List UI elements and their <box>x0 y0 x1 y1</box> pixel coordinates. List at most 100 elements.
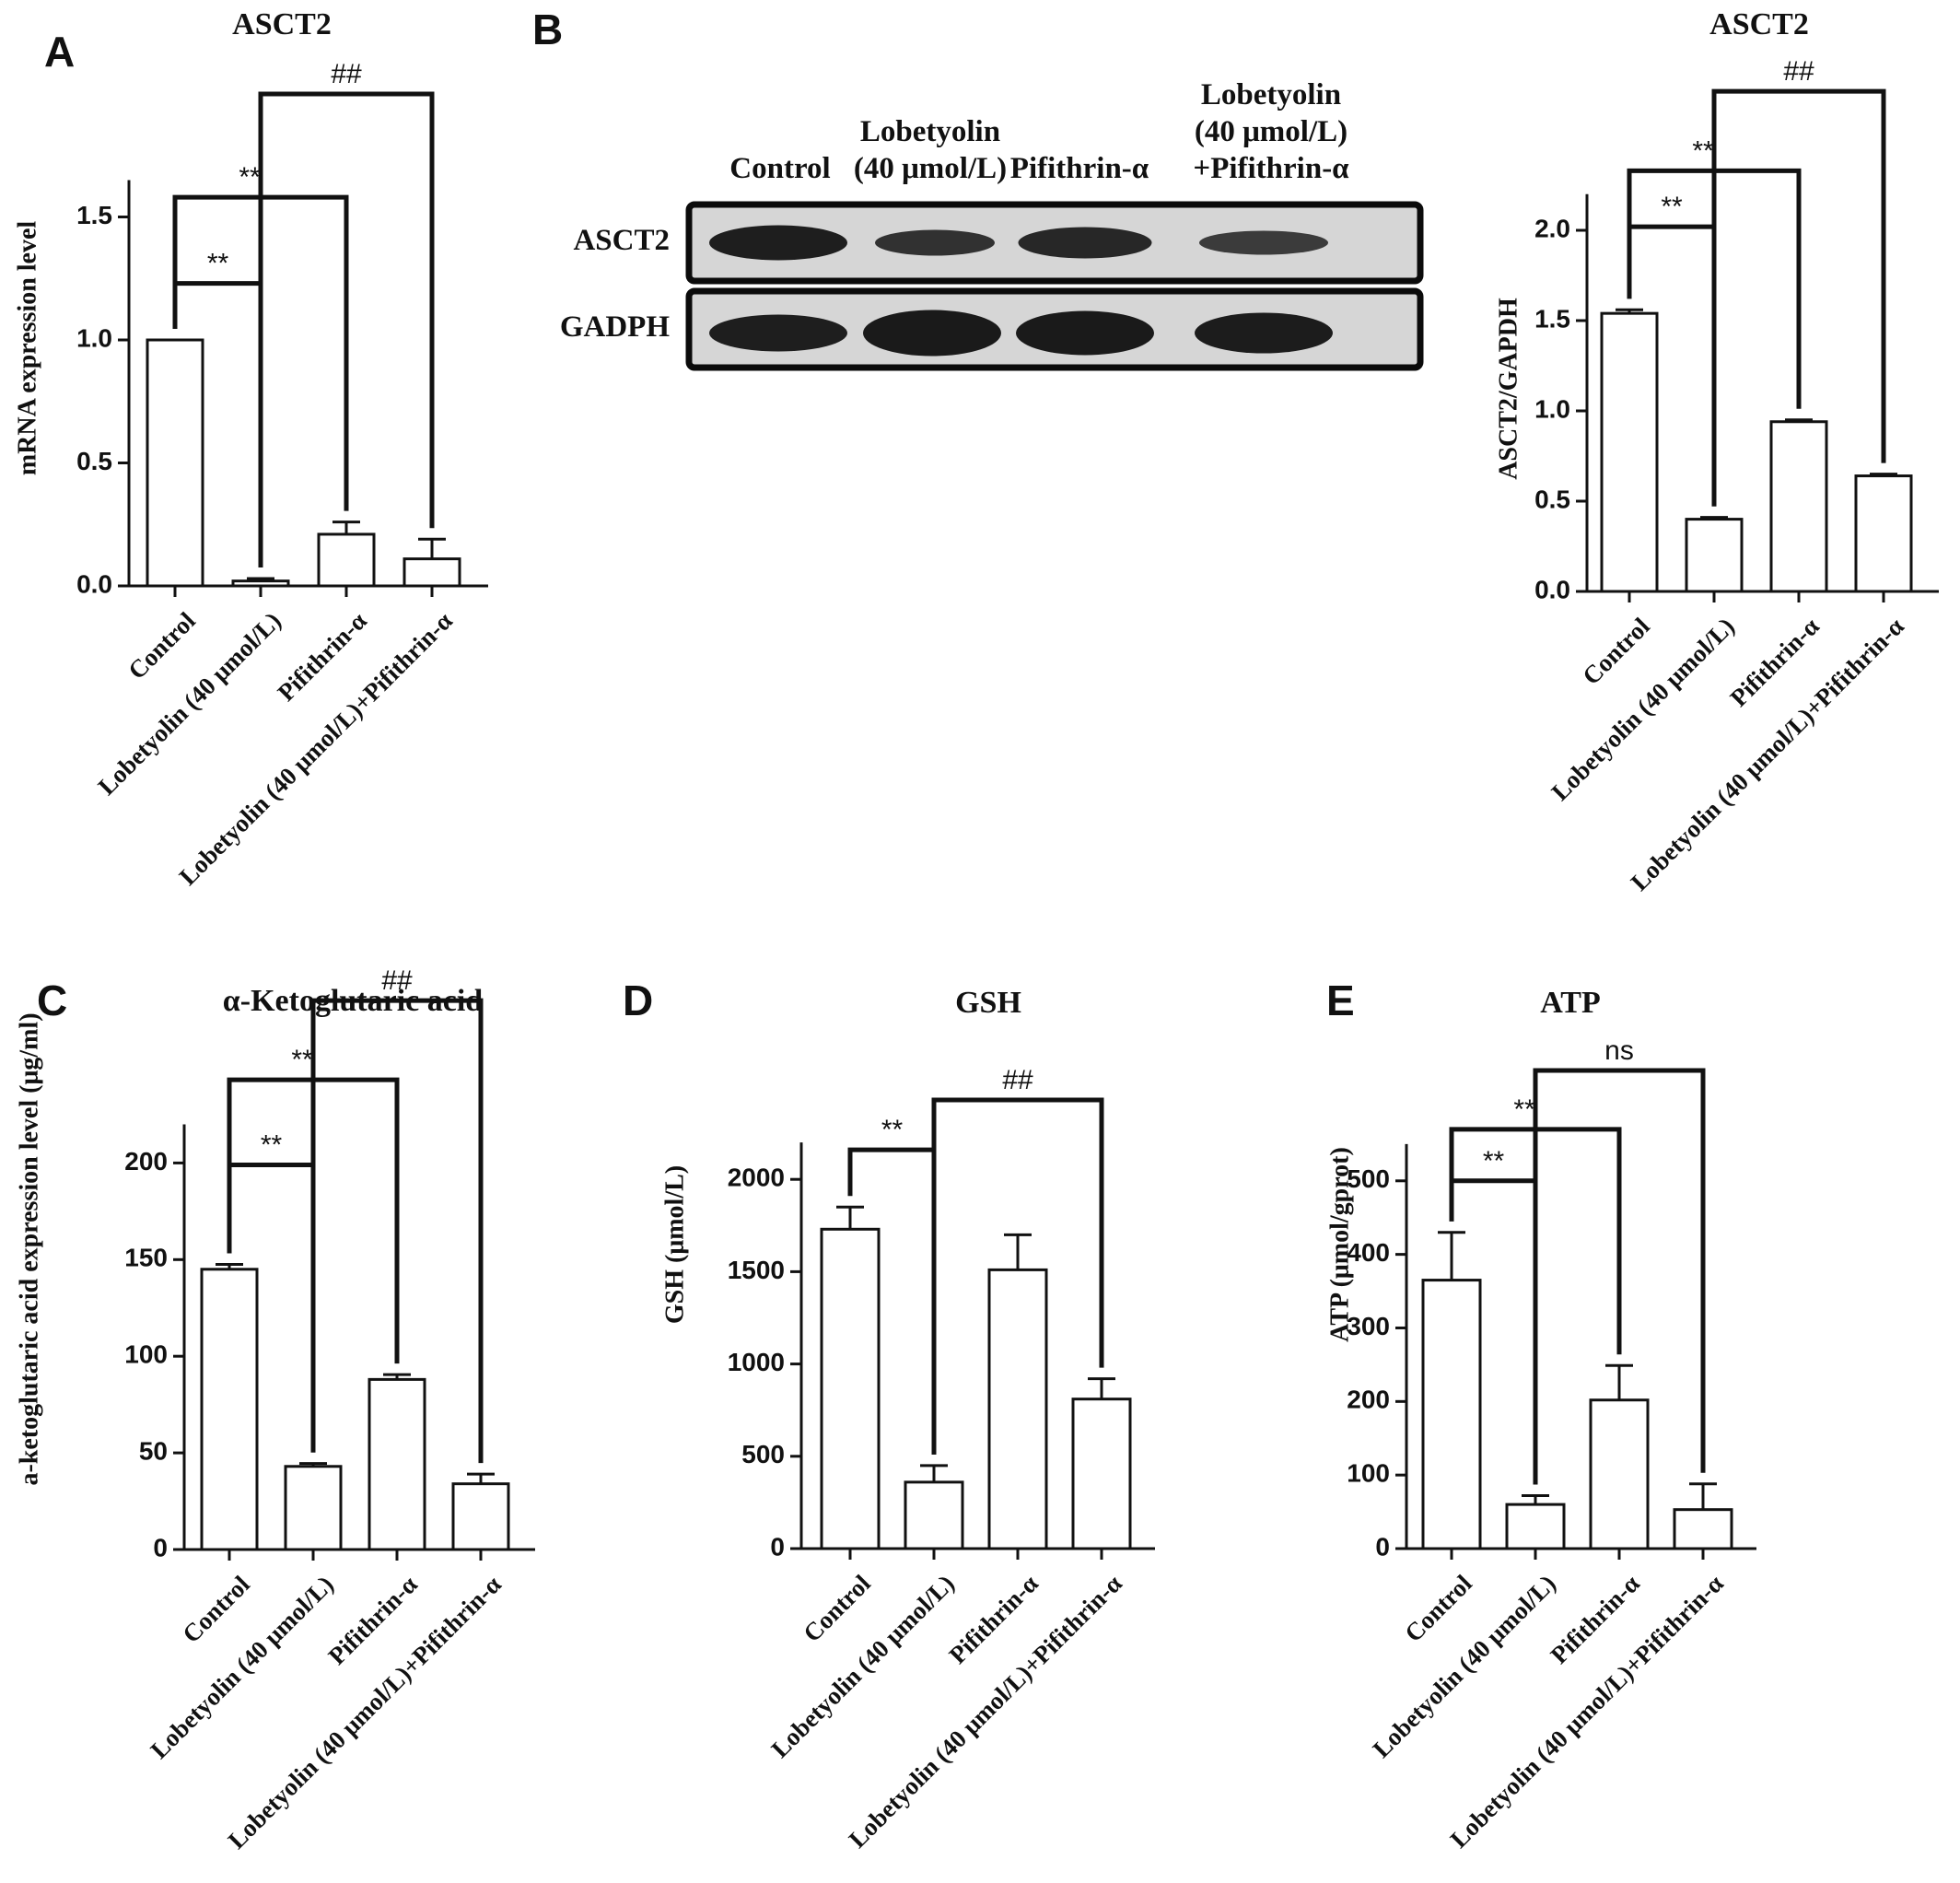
bar <box>402 557 461 588</box>
y-axis-label: mRNA expression level <box>13 221 41 476</box>
x-tick-label: Control <box>177 1570 255 1648</box>
chart-title: ASCT2 <box>1709 7 1809 41</box>
significance-label: ** <box>881 1115 904 1145</box>
y-tick-label: 0.5 <box>76 447 112 475</box>
significance-label: ** <box>1692 135 1714 166</box>
bar <box>284 1465 343 1551</box>
significance-bracket <box>931 1097 1104 1455</box>
y-tick-label: 200 <box>1347 1386 1390 1414</box>
y-axis-label: ATP (μmol/gprot) <box>1325 1147 1354 1342</box>
y-tick-label: 2.0 <box>1534 214 1570 242</box>
bar <box>904 1480 964 1550</box>
chart-e: ATP ATP (μmol/gprot) 0 100 200 300 400 500 Contr… <box>1325 986 1756 1854</box>
x-tick-label: Control <box>798 1569 876 1647</box>
lane-header: Lobetyolin <box>860 115 1000 148</box>
y-tick-label: 0.0 <box>1534 575 1570 603</box>
bar <box>1421 1279 1482 1550</box>
blot-band <box>709 314 847 352</box>
y-tick-label: 1000 <box>728 1348 785 1376</box>
blot-band <box>709 225 847 261</box>
chart-a: ASCT2 mRNA expression level 0.0 0.5 1.0 1.5 Co… <box>13 7 488 891</box>
bar <box>1673 1508 1733 1550</box>
y-tick-label: 1.5 <box>76 201 112 229</box>
bar <box>820 1227 881 1550</box>
bar <box>146 338 204 588</box>
y-tick-label: 1.0 <box>1534 394 1570 423</box>
chart-b: ASCT2ASCT2/GAPDH0.00.51.01.52.0ControlLo… <box>1494 7 1939 896</box>
panel-letter-d: D <box>623 977 653 1024</box>
bar <box>1505 1503 1566 1550</box>
x-tick-label: Control <box>1577 612 1655 690</box>
y-tick-label: 400 <box>1347 1238 1390 1267</box>
blot-band <box>863 310 1001 357</box>
significance-bracket <box>310 998 484 1464</box>
blot-band <box>1199 230 1328 255</box>
bar <box>200 1268 259 1551</box>
lane-header: Lobetyolin <box>1201 78 1341 111</box>
bar <box>317 532 376 588</box>
bar <box>1589 1398 1650 1550</box>
y-axis-label: ASCT2/GAPDH <box>1494 298 1522 480</box>
y-axis-label: a-ketoglutaric acid expression level (μg… <box>15 1012 43 1485</box>
significance-bracket <box>1711 88 1886 507</box>
y-tick-label: 0.0 <box>76 569 112 598</box>
significance-label: ** <box>1483 1146 1505 1176</box>
y-tick-label: 50 <box>139 1436 168 1465</box>
blot-band <box>1195 312 1333 354</box>
significance-label: ** <box>261 1129 283 1160</box>
bar <box>987 1268 1048 1550</box>
significance-label: ** <box>1513 1094 1535 1125</box>
significance-label: ns <box>1604 1035 1634 1066</box>
y-tick-label: 1.0 <box>76 323 112 352</box>
lane-header: (40 μmol/L) <box>1195 115 1348 148</box>
lane-header: +Pifithrin-α <box>1193 152 1349 185</box>
y-tick-label: 0 <box>770 1532 785 1561</box>
y-tick-label: 500 <box>741 1440 785 1468</box>
bar <box>1071 1398 1132 1550</box>
lane-header: Control <box>729 152 830 185</box>
significance-bracket <box>258 91 435 567</box>
significance-label: ** <box>291 1045 313 1075</box>
y-tick-label: 0 <box>1375 1532 1390 1561</box>
panel-letter-b: B <box>532 6 563 53</box>
y-tick-label: 200 <box>124 1147 168 1175</box>
y-tick-label: 2000 <box>728 1164 785 1192</box>
significance-bracket <box>1533 1068 1706 1485</box>
blot-band <box>1018 227 1152 259</box>
lane-header: Pifithrin-α <box>1010 152 1149 185</box>
x-tick-label: Control <box>1399 1569 1477 1647</box>
significance-label: ** <box>239 162 261 193</box>
significance-label: ** <box>1661 192 1683 222</box>
panel-letter-e: E <box>1326 977 1355 1024</box>
blot-band <box>875 229 995 256</box>
y-tick-label: 0 <box>153 1533 168 1561</box>
y-tick-label: 1500 <box>728 1256 785 1284</box>
bar <box>451 1482 510 1551</box>
y-tick-label: 500 <box>1347 1164 1390 1193</box>
bar <box>1854 474 1913 593</box>
x-tick-label: Control <box>122 606 201 684</box>
blot-row-label: GADPH <box>560 310 670 344</box>
blot-band <box>1016 310 1154 356</box>
y-tick-label: 300 <box>1347 1312 1390 1340</box>
panel-letter-a: A <box>44 28 75 76</box>
y-tick-label: 0.5 <box>1534 485 1570 513</box>
blot-row-label: ASCT2 <box>573 224 670 257</box>
y-tick-label: 100 <box>1347 1459 1390 1488</box>
chart-title: ASCT2 <box>232 7 332 41</box>
bar <box>231 579 290 588</box>
y-tick-label: 100 <box>124 1340 168 1369</box>
y-axis-label: GSH (μmol/L) <box>660 1165 689 1324</box>
lane-header: (40 μmol/L) <box>854 152 1007 185</box>
y-tick-label: 150 <box>124 1244 168 1272</box>
bar <box>1685 518 1744 593</box>
bar <box>1600 311 1659 593</box>
chart-title: ATP <box>1540 986 1600 1020</box>
significance-label: ## <box>331 59 362 89</box>
significance-label: ## <box>381 965 413 996</box>
bar <box>1769 420 1828 593</box>
panel-letter-c: C <box>37 977 67 1024</box>
